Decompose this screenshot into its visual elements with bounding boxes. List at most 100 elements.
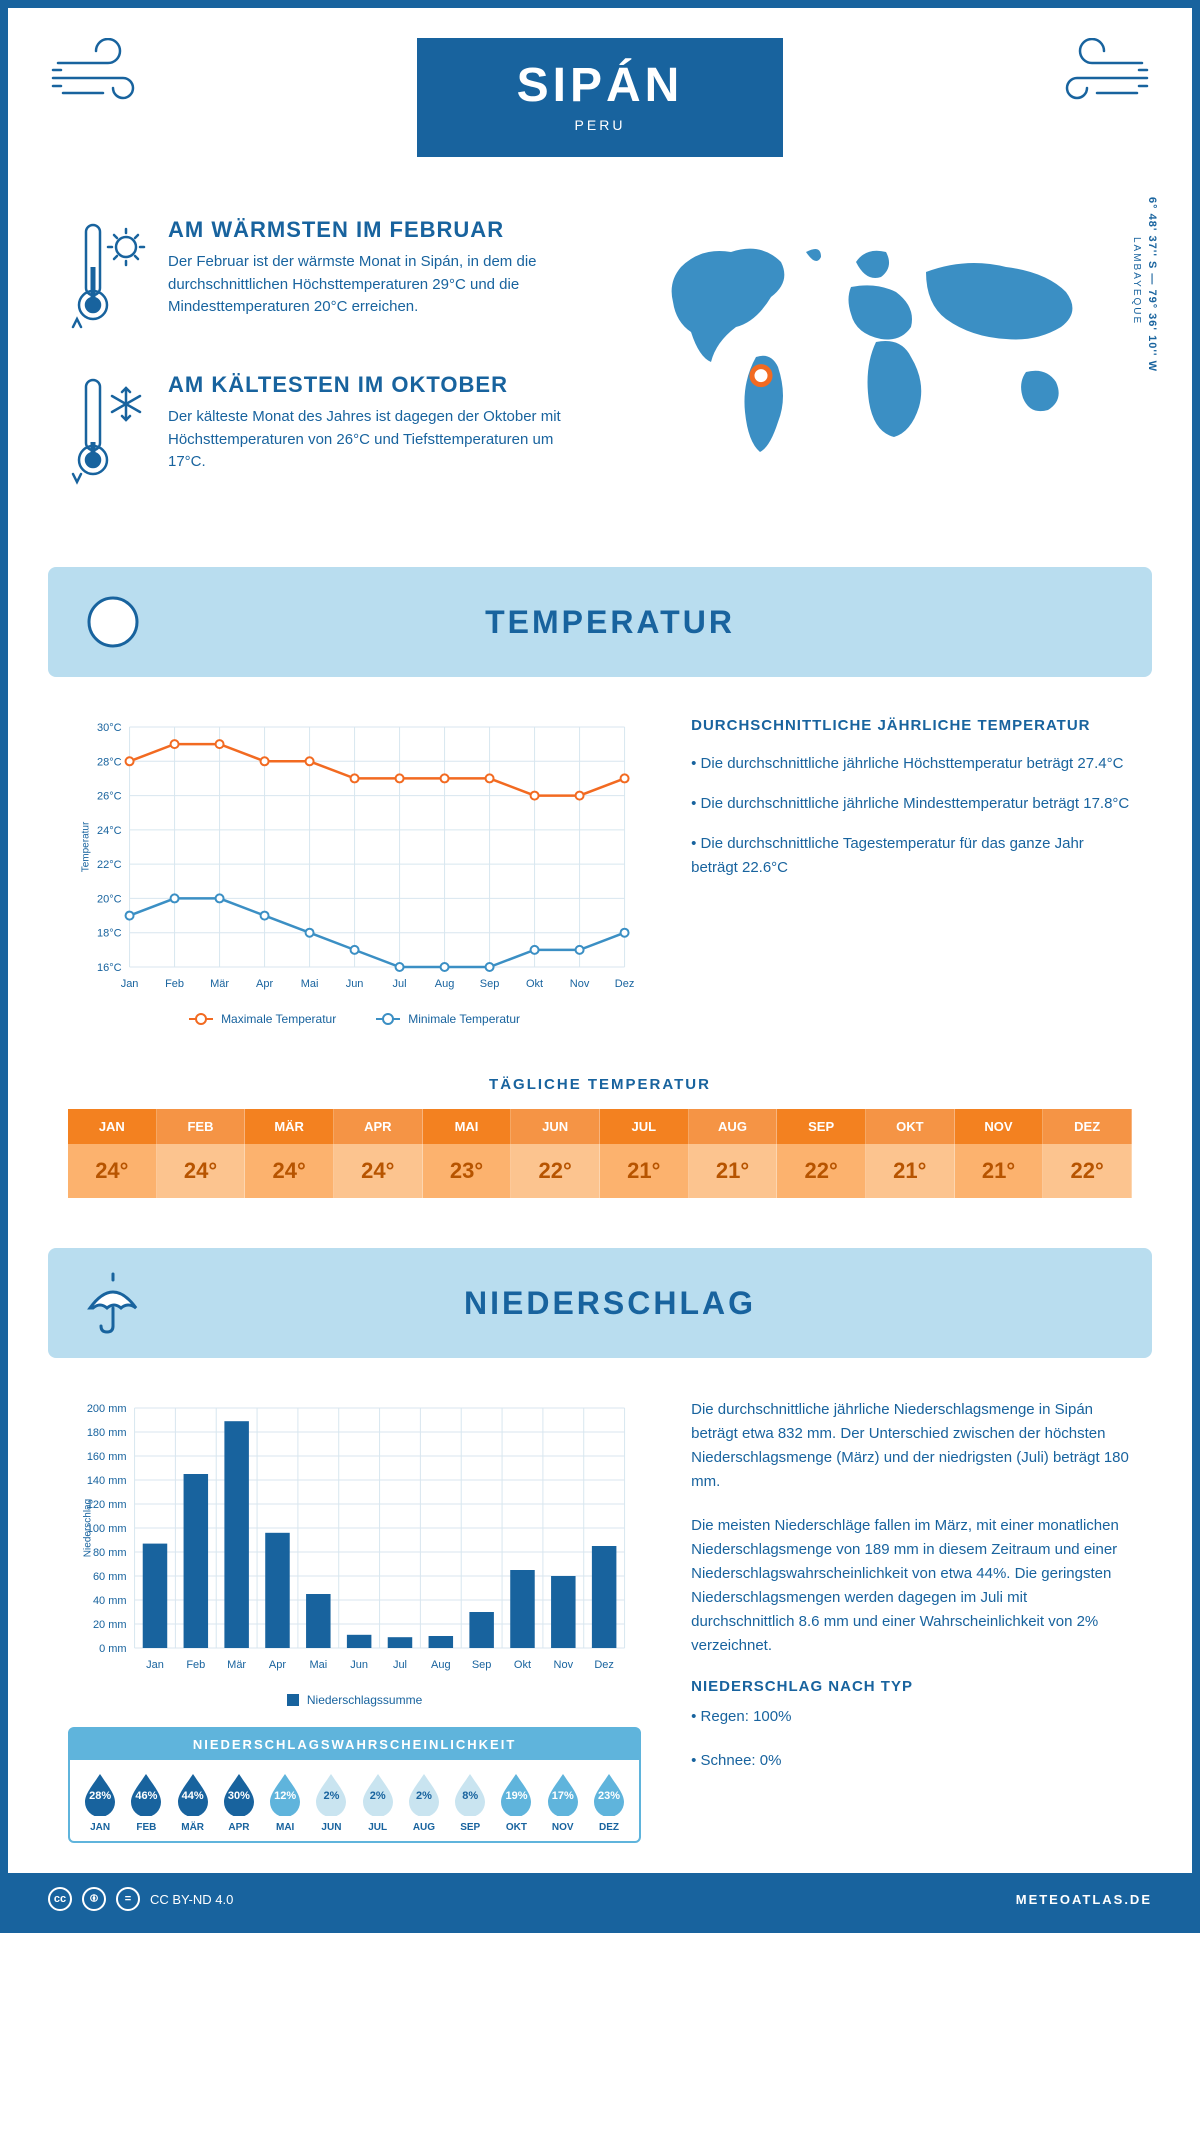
temperature-content: 16°C18°C20°C22°C24°C26°C28°C30°CJanFebMä… (8, 677, 1192, 1046)
svg-text:180 mm: 180 mm (87, 1427, 127, 1439)
svg-text:Jun: Jun (350, 1659, 368, 1671)
probability-item: 30% APR (217, 1772, 261, 1833)
svg-text:Feb: Feb (186, 1659, 205, 1671)
probability-item: 2% AUG (402, 1772, 446, 1833)
warm-title: AM WÄRMSTEN IM FEBRUAR (168, 217, 580, 243)
probability-box: NIEDERSCHLAGSWAHRSCHEINLICHKEIT 28% JAN … (68, 1727, 641, 1843)
facts-column: AM WÄRMSTEN IM FEBRUAR Der Februar ist d… (68, 217, 580, 527)
daily-temp-header: SEP (777, 1109, 866, 1144)
daily-temp-header: JUN (511, 1109, 600, 1144)
footer: cc 🅯 = CC BY-ND 4.0 METEOATLAS.DE (8, 1873, 1192, 1925)
svg-text:20 mm: 20 mm (93, 1619, 127, 1631)
svg-text:80 mm: 80 mm (93, 1547, 127, 1559)
svg-text:Dez: Dez (594, 1659, 614, 1671)
svg-text:Jul: Jul (393, 1659, 407, 1671)
svg-text:0 mm: 0 mm (99, 1643, 127, 1655)
svg-text:Niederschlag: Niederschlag (83, 1499, 94, 1557)
svg-text:Mär: Mär (210, 978, 229, 990)
precip-legend-label: Niederschlagssumme (307, 1693, 422, 1707)
daily-temp-cell: 21° (689, 1144, 778, 1198)
probability-item: 17% NOV (541, 1772, 585, 1833)
daily-temp-header: JUL (600, 1109, 689, 1144)
svg-text:Apr: Apr (269, 1659, 286, 1671)
svg-text:Aug: Aug (431, 1659, 451, 1671)
precipitation-legend: Niederschlagssumme (68, 1693, 641, 1707)
probability-item: 28% JAN (78, 1772, 122, 1833)
nd-icon: = (116, 1887, 140, 1911)
temperature-info: DURCHSCHNITTLICHE JÄHRLICHE TEMPERATUR •… (691, 717, 1132, 1026)
probability-title: NIEDERSCHLAGSWAHRSCHEINLICHKEIT (70, 1729, 639, 1760)
svg-text:30°C: 30°C (97, 722, 122, 734)
footer-site: METEOATLAS.DE (1016, 1892, 1152, 1907)
title-box: SIPÁN PERU (417, 38, 784, 157)
daily-temp-cell: 22° (1043, 1144, 1132, 1198)
daily-temp-header: MAI (423, 1109, 512, 1144)
daily-temp-cell: 24° (334, 1144, 423, 1198)
precipitation-content: 0 mm20 mm40 mm60 mm80 mm100 mm120 mm140 … (8, 1358, 1192, 1873)
probability-item: 46% FEB (124, 1772, 168, 1833)
svg-text:Nov: Nov (570, 978, 590, 990)
by-icon: 🅯 (82, 1887, 106, 1911)
daily-temp-header: FEB (157, 1109, 246, 1144)
svg-text:26°C: 26°C (97, 791, 122, 803)
legend-max-label: Maximale Temperatur (221, 1012, 336, 1026)
thermometer-snow-icon (68, 372, 148, 497)
header: SIPÁN PERU (8, 8, 1192, 197)
daily-temp-header: OKT (866, 1109, 955, 1144)
cold-fact: AM KÄLTESTEN IM OKTOBER Der kälteste Mon… (68, 372, 580, 497)
precip-text-1: Die durchschnittliche jährliche Niedersc… (691, 1398, 1132, 1494)
precip-text-2: Die meisten Niederschläge fallen im März… (691, 1514, 1132, 1658)
svg-text:Aug: Aug (435, 978, 455, 990)
svg-text:Mär: Mär (227, 1659, 246, 1671)
probability-item: 44% MÄR (171, 1772, 215, 1833)
daily-temp-header: DEZ (1043, 1109, 1132, 1144)
daily-temp-table: JANFEBMÄRAPRMAIJUNJULAUGSEPOKTNOVDEZ24°2… (68, 1109, 1132, 1198)
daily-temp-cell: 22° (511, 1144, 600, 1198)
probability-item: 19% OKT (494, 1772, 538, 1833)
daily-temp-header: APR (334, 1109, 423, 1144)
probability-item: 8% SEP (448, 1772, 492, 1833)
svg-text:160 mm: 160 mm (87, 1451, 127, 1463)
legend-min-label: Minimale Temperatur (408, 1012, 520, 1026)
probability-item: 12% MAI (263, 1772, 307, 1833)
precipitation-banner: NIEDERSCHLAG (48, 1248, 1152, 1358)
coordinates: 6° 48' 37'' S — 79° 36' 10'' W (1146, 197, 1158, 372)
license-text: CC BY-ND 4.0 (150, 1892, 233, 1907)
svg-text:24°C: 24°C (97, 825, 122, 837)
svg-text:Apr: Apr (256, 978, 273, 990)
wind-icon-left (48, 38, 168, 118)
svg-text:22°C: 22°C (97, 859, 122, 871)
cold-text: Der kälteste Monat des Jahres ist dagege… (168, 406, 580, 474)
svg-text:Sep: Sep (472, 1659, 492, 1671)
daily-temp-header: MÄR (245, 1109, 334, 1144)
precip-type-title: NIEDERSCHLAG NACH TYP (691, 1678, 1132, 1695)
svg-text:40 mm: 40 mm (93, 1595, 127, 1607)
daily-temp-cell: 22° (777, 1144, 866, 1198)
country-subtitle: PERU (517, 117, 684, 133)
svg-text:Feb: Feb (165, 978, 184, 990)
svg-text:Sep: Sep (480, 978, 500, 990)
city-title: SIPÁN (517, 58, 684, 113)
svg-text:Jul: Jul (393, 978, 407, 990)
facts-row: AM WÄRMSTEN IM FEBRUAR Der Februar ist d… (8, 197, 1192, 567)
svg-text:28°C: 28°C (97, 756, 122, 768)
page-container: SIPÁN PERU (0, 0, 1200, 1933)
cc-icon: cc (48, 1887, 72, 1911)
world-map (620, 217, 1132, 477)
svg-text:Okt: Okt (526, 978, 543, 990)
daily-temp-header: NOV (955, 1109, 1044, 1144)
daily-temp-cell: 24° (157, 1144, 246, 1198)
svg-text:Dez: Dez (615, 978, 635, 990)
daily-temp-cell: 23° (423, 1144, 512, 1198)
probability-item: 2% JUL (356, 1772, 400, 1833)
wind-icon-right (1032, 38, 1152, 118)
svg-text:60 mm: 60 mm (93, 1571, 127, 1583)
daily-temp-header: AUG (689, 1109, 778, 1144)
precipitation-right: Die durchschnittliche jährliche Niedersc… (691, 1398, 1132, 1843)
svg-text:20°C: 20°C (97, 893, 122, 905)
precipitation-title: NIEDERSCHLAG (178, 1285, 1122, 1322)
precipitation-bar-chart: 0 mm20 mm40 mm60 mm80 mm100 mm120 mm140 … (68, 1398, 641, 1678)
svg-text:Jun: Jun (346, 978, 364, 990)
svg-text:Jan: Jan (121, 978, 139, 990)
daily-temp-cell: 24° (245, 1144, 334, 1198)
